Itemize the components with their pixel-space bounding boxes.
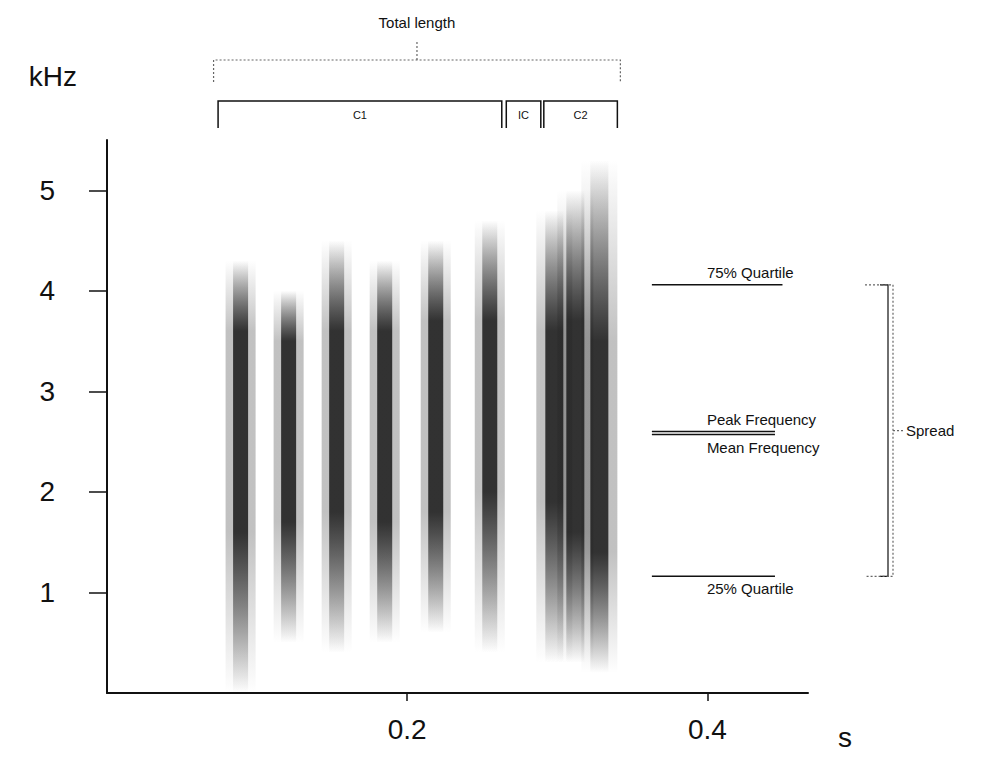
- svg-text:4: 4: [39, 275, 55, 306]
- svg-text:2: 2: [39, 476, 55, 507]
- svg-text:Peak Frequency: Peak Frequency: [707, 411, 817, 428]
- svg-text:0.4: 0.4: [688, 714, 727, 745]
- svg-text:75% Quartile: 75% Quartile: [707, 264, 794, 281]
- svg-text:Total length: Total length: [379, 14, 456, 31]
- svg-text:C1: C1: [353, 109, 367, 121]
- svg-text:kHz: kHz: [29, 61, 77, 92]
- svg-text:Mean Frequency: Mean Frequency: [707, 439, 820, 456]
- svg-text:s: s: [838, 722, 852, 753]
- svg-text:3: 3: [39, 376, 55, 407]
- svg-text:5: 5: [39, 175, 55, 206]
- svg-text:0.2: 0.2: [388, 714, 427, 745]
- svg-text:25% Quartile: 25% Quartile: [707, 580, 794, 597]
- svg-text:IC: IC: [518, 109, 529, 121]
- svg-text:C2: C2: [574, 109, 588, 121]
- svg-text:1: 1: [39, 577, 55, 608]
- svg-text:Spread: Spread: [906, 422, 954, 439]
